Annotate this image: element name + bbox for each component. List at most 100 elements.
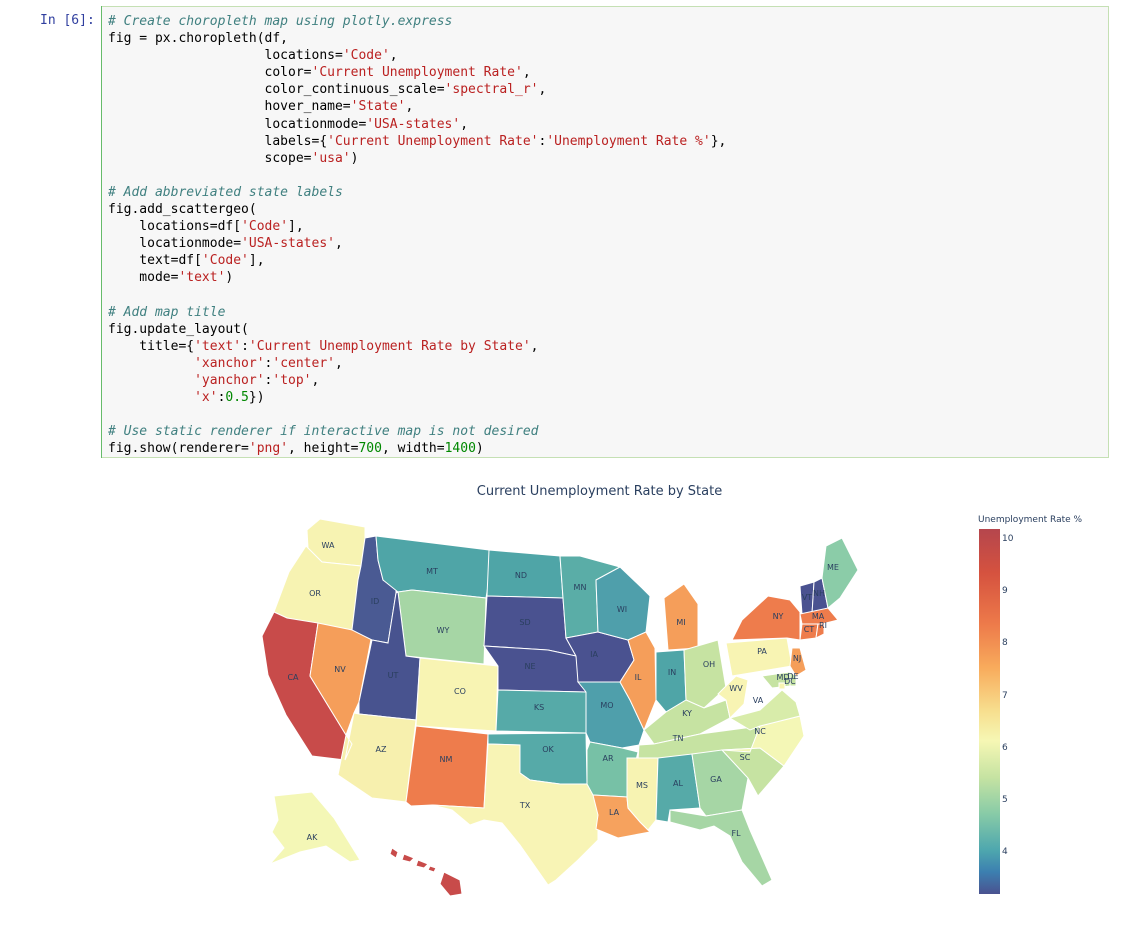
state-label-ms: MS [636,781,648,790]
state-label-or: OR [309,589,321,598]
state-label-nh: NH [813,589,825,598]
state-label-ar: AR [602,754,613,763]
code-line: text=df['Code'], [108,253,265,269]
state-label-ut: UT [388,671,399,680]
state-label-tn: TN [672,734,684,743]
state-label-ca: CA [287,673,299,682]
state-oh[interactable] [683,639,727,709]
state-label-ok: OK [542,745,554,754]
code-line: 'x':0.5}) [194,390,265,406]
colorbar-tick: 10 [1002,534,1014,544]
colorbar-title: Unemployment Rate % [978,515,1083,525]
state-label-wa: WA [322,541,335,550]
colorbar-tick: 8 [1002,638,1008,649]
colorbar-tick: 7 [1002,690,1008,701]
state-fl[interactable] [669,809,773,887]
state-hi[interactable] [439,871,463,897]
state-pa[interactable] [725,637,793,677]
code-comment: # Use static renderer if interactive map… [108,424,539,440]
code-cell[interactable]: # Create choropleth map using plotly.exp… [101,6,1109,458]
state-label-id: ID [371,597,380,606]
state-dc[interactable] [778,682,786,690]
state-label-sc: SC [740,753,751,762]
lake-shape [698,620,742,640]
state-label-ct: CT [804,625,815,634]
colorbar [979,529,1000,894]
code-editor[interactable]: # Create choropleth map using plotly.exp… [102,7,1108,457]
state-label-va: VA [753,696,764,705]
state-label-nv: NV [334,665,346,674]
cell-prompt: In [6]: [40,13,95,28]
state-label-mi: MI [676,618,685,627]
state-ma[interactable] [799,607,839,625]
state-label-vt: VT [802,593,812,602]
code-line: hover_name='State', [108,99,414,115]
state-label-me: ME [827,563,839,572]
lake-shape [646,574,664,648]
lake-shape [620,560,660,596]
state-label-ri: RI [819,621,827,630]
state-tx[interactable] [431,743,599,886]
code-line: 'yanchor':'top', [194,372,320,388]
state-va[interactable] [728,689,801,731]
state-label-nj: NJ [793,654,801,663]
state-label-pa: PA [757,647,767,656]
state-me[interactable] [821,537,859,609]
state-label-oh: OH [703,660,715,669]
code-line: fig.show(renderer='png', height=700, wid… [108,441,484,457]
state-label-wv: WV [729,684,743,693]
state-label-nd: ND [515,571,527,580]
state-label-mo: MO [600,701,613,710]
state-label-ny: NY [773,612,784,621]
colorbar-tick: 4 [1002,847,1008,858]
state-label-ak: AK [307,833,318,842]
state-label-in: IN [668,668,676,677]
colorbar-tick: 5 [1002,795,1008,805]
state-label-al: AL [673,779,683,788]
state-ak[interactable] [269,791,361,865]
state-az[interactable] [337,712,417,803]
code-line: color_continuous_scale='spectral_r', [108,82,547,98]
state-label-nc: NC [754,727,766,736]
state-label-sd: SD [519,618,530,627]
code-comment: # Add abbreviated state labels [108,184,343,200]
state-label-ga: GA [710,775,722,784]
state-ut[interactable] [358,591,421,721]
state-label-la: LA [609,808,620,817]
code-line: fig.update_layout( [108,321,249,337]
code-line: locations='Code', [108,48,398,64]
state-hi-island[interactable] [389,847,399,859]
code-line: fig = px.choropleth(df, [108,31,289,47]
code-line: 'xanchor':'center', [194,355,343,371]
state-label-wi: WI [617,605,627,614]
state-mi[interactable] [663,583,699,651]
code-line: # Add abbreviated state labels [108,184,1102,201]
code-line: locationmode='USA-states', [108,236,343,252]
state-label-wy: WY [437,626,450,635]
state-hi-island[interactable] [401,853,415,863]
state-label-ks: KS [534,703,544,712]
state-label-ia: IA [590,650,598,659]
code-line: # Add map title [108,304,1102,321]
state-ny[interactable] [731,595,801,641]
colorbar-tick: 9 [1002,586,1008,597]
state-hi-island[interactable] [427,865,437,873]
state-ri[interactable] [815,623,825,639]
state-hi-island[interactable] [415,859,429,869]
state-wv[interactable] [717,675,749,719]
state-nj[interactable] [789,647,807,677]
state-wi[interactable] [595,566,651,641]
state-label-co: CO [454,687,466,696]
state-label-ma: MA [812,612,825,621]
code-line: fig.add_scattergeo( [108,202,257,218]
state-label-md: MD [776,673,789,682]
state-nm[interactable] [405,725,489,809]
state-label-de: DE [787,672,798,681]
state-label-mt: MT [426,567,438,576]
state-label-il: IL [635,673,642,682]
state-wy[interactable] [397,589,487,665]
state-label-nm: NM [440,755,453,764]
code-line: labels={'Current Unemployment Rate':'Une… [108,133,727,149]
state-label-fl: FL [731,829,741,838]
